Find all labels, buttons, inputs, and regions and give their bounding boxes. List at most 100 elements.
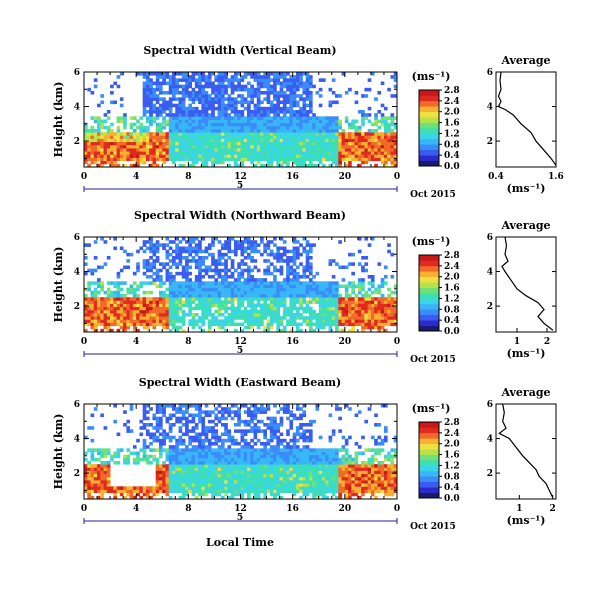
heatmap-cell [374, 138, 378, 143]
heatmap-cell [201, 313, 206, 317]
heatmap-cell [243, 97, 248, 101]
heatmap-cell [299, 119, 303, 124]
heatmap-cell [116, 84, 121, 89]
heatmap-cell [158, 290, 163, 295]
heatmap-cell [194, 157, 199, 162]
heatmap-cell [93, 448, 98, 452]
heatmap-cell [348, 138, 352, 143]
heatmap-cell [123, 300, 127, 304]
heatmap-cell [331, 316, 336, 320]
heatmap-cell [185, 240, 189, 244]
heatmap-cell [344, 316, 349, 320]
heatmap-cell [331, 141, 336, 146]
heatmap-cell [322, 297, 326, 301]
heatmap-cell [289, 106, 294, 111]
heatmap-cell [263, 84, 267, 89]
heatmap-cell [233, 281, 238, 285]
heatmap-cell [351, 325, 356, 330]
heatmap-cell [357, 313, 362, 317]
heatmap-cell [158, 148, 163, 152]
heatmap-cell [354, 138, 359, 143]
heatmap-cell [181, 122, 186, 127]
heatmap-cell [191, 486, 196, 490]
heatmap-cell [220, 325, 225, 330]
heatmap-cell [188, 246, 192, 251]
heatmap-cell [188, 300, 192, 304]
heatmap-cell [292, 287, 297, 292]
heatmap-cell [276, 91, 281, 95]
heatmap-cell [243, 451, 248, 456]
heatmap-cell [247, 144, 251, 149]
heatmap-cell [97, 313, 101, 317]
heatmap-cell [113, 319, 117, 323]
heatmap-cell [165, 325, 170, 330]
heatmap-cell [289, 309, 294, 314]
heatmap-cell [230, 483, 235, 487]
heatmap-cell [335, 306, 339, 311]
heatmap-cell [113, 454, 117, 459]
heatmap-cell [315, 163, 320, 168]
heatmap-cell [113, 144, 117, 149]
heatmap-cell [305, 87, 310, 92]
heatmap-cell [260, 290, 264, 295]
heatmap-cell [247, 246, 251, 251]
colorbar-swatch [419, 309, 439, 316]
heatmap-cell [100, 483, 104, 487]
heatmap-cell [256, 135, 261, 139]
heatmap-cell [292, 275, 297, 279]
heatmap-cell [260, 297, 264, 301]
heatmap-cell [188, 476, 192, 481]
heatmap-cell [126, 252, 131, 257]
heatmap-cell [217, 97, 222, 101]
heatmap-cell [100, 476, 104, 481]
heatmap-cell [292, 246, 297, 251]
heatmap-cell [198, 246, 202, 251]
heatmap-cell [253, 467, 258, 471]
heatmap-cell [289, 287, 294, 292]
heatmap-cell [207, 461, 212, 465]
heatmap-cell [250, 135, 254, 139]
heatmap-cell [201, 448, 206, 452]
heatmap-cell [344, 141, 349, 146]
colorbar-swatch [419, 106, 439, 113]
heatmap-cell [100, 157, 104, 162]
heatmap-cell [172, 300, 176, 304]
heatmap-cell [90, 281, 95, 285]
profile-line [497, 71, 557, 166]
heatmap-cell [129, 163, 134, 168]
heatmap-cell [256, 461, 261, 465]
heatmap-cell [227, 103, 232, 108]
heatmap-cell [338, 240, 342, 244]
heatmap-cell [175, 154, 179, 158]
heatmap-cell [227, 429, 232, 433]
heatmap-cell [84, 473, 88, 478]
heatmap-cell [237, 410, 241, 414]
heatmap-cell [305, 249, 310, 254]
heatmap-cell [351, 148, 356, 152]
heatmap-cell [201, 426, 206, 430]
heatmap-cell [168, 416, 173, 421]
heatmap-cell [299, 138, 303, 143]
heatmap-cell [344, 138, 349, 143]
heatmap-cell [178, 300, 183, 304]
heatmap-cell [315, 138, 320, 143]
heatmap-cell [204, 106, 209, 111]
heatmap-cell [266, 132, 271, 136]
heatmap-cell [328, 294, 333, 298]
heatmap-cell [256, 141, 261, 146]
heatmap-cell [201, 284, 206, 289]
heatmap-cell [308, 154, 313, 158]
heatmap-cell [158, 91, 163, 95]
heatmap-cell [198, 457, 202, 462]
heatmap-cell [217, 84, 222, 89]
heatmap-cell [295, 72, 300, 76]
heatmap-cell [129, 284, 134, 289]
heatmap-cell [172, 78, 176, 82]
heatmap-cell [230, 135, 235, 139]
heatmap-cell [155, 313, 160, 317]
heatmap-cell [240, 432, 245, 437]
heatmap-cell [237, 148, 241, 152]
heatmap-cell [178, 297, 183, 301]
heatmap-cell [387, 129, 391, 133]
heatmap-cell [341, 300, 346, 304]
